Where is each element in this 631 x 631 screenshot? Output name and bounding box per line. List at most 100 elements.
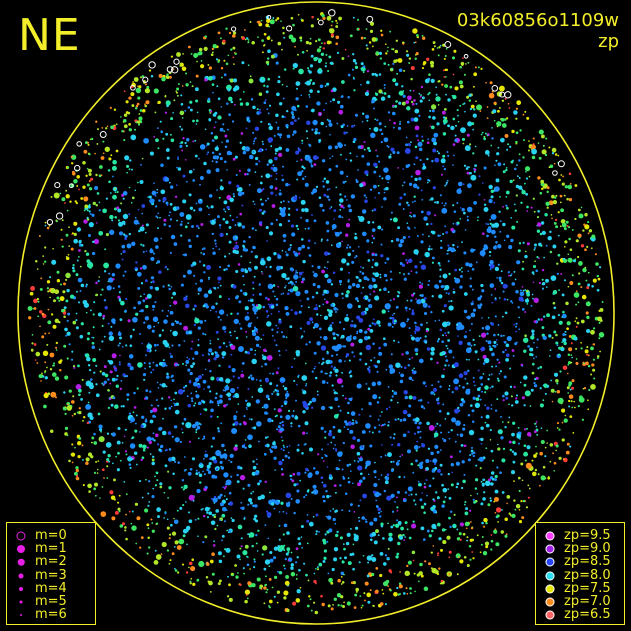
star-marker bbox=[140, 243, 143, 246]
star-marker bbox=[252, 490, 255, 493]
star-marker bbox=[209, 370, 212, 373]
star-marker bbox=[107, 280, 110, 283]
star-marker bbox=[499, 230, 502, 233]
star-marker bbox=[502, 222, 506, 227]
star-marker bbox=[129, 344, 133, 347]
star-marker bbox=[338, 359, 342, 363]
star-marker bbox=[333, 484, 337, 487]
star-marker bbox=[183, 325, 189, 331]
star-marker bbox=[332, 271, 336, 274]
star-marker bbox=[116, 468, 120, 472]
star-marker bbox=[436, 573, 440, 576]
star-marker bbox=[375, 98, 378, 101]
star-marker bbox=[508, 245, 513, 250]
star-marker bbox=[193, 209, 196, 212]
star-marker bbox=[469, 277, 472, 280]
star-marker bbox=[264, 524, 267, 527]
star-marker bbox=[397, 341, 400, 344]
star-marker bbox=[553, 306, 557, 310]
star-marker bbox=[75, 326, 79, 330]
star-marker bbox=[339, 153, 342, 156]
star-marker bbox=[374, 196, 377, 199]
star-marker bbox=[218, 345, 222, 349]
star-marker bbox=[194, 402, 197, 405]
star-marker bbox=[575, 325, 578, 328]
star-marker bbox=[511, 302, 514, 304]
star-marker bbox=[466, 165, 469, 168]
star-marker bbox=[365, 520, 368, 524]
star-marker bbox=[349, 397, 353, 402]
star-marker bbox=[99, 497, 101, 499]
star-marker bbox=[244, 446, 247, 450]
star-marker bbox=[172, 472, 175, 476]
star-marker bbox=[146, 446, 149, 449]
star-marker bbox=[371, 322, 374, 325]
star-marker bbox=[333, 306, 337, 311]
star-marker bbox=[533, 381, 536, 385]
star-marker bbox=[267, 49, 271, 54]
star-marker bbox=[200, 223, 204, 226]
star-marker bbox=[220, 422, 223, 425]
star-marker bbox=[514, 400, 519, 404]
star-marker bbox=[513, 452, 517, 456]
star-marker bbox=[278, 320, 282, 324]
star-marker bbox=[267, 303, 270, 306]
star-marker bbox=[145, 389, 149, 392]
star-marker bbox=[237, 263, 241, 266]
star-marker bbox=[204, 408, 208, 412]
star-marker bbox=[309, 89, 313, 93]
star-marker bbox=[347, 244, 349, 246]
star-marker bbox=[300, 199, 306, 205]
star-marker bbox=[146, 348, 150, 353]
star-marker bbox=[422, 62, 426, 66]
star-marker bbox=[212, 247, 215, 250]
star-marker bbox=[318, 305, 321, 308]
star-marker bbox=[67, 312, 71, 316]
star-marker bbox=[515, 325, 518, 328]
star-marker bbox=[477, 394, 481, 398]
star-marker bbox=[316, 101, 321, 106]
star-marker bbox=[195, 282, 197, 285]
star-marker bbox=[402, 252, 405, 256]
star-marker bbox=[91, 341, 95, 345]
star-marker bbox=[369, 188, 373, 192]
star-marker bbox=[139, 180, 144, 184]
star-marker bbox=[239, 98, 242, 101]
star-marker bbox=[285, 349, 288, 352]
star-marker bbox=[409, 211, 412, 214]
star-marker bbox=[235, 173, 238, 177]
star-marker bbox=[272, 372, 275, 375]
star-marker bbox=[246, 312, 249, 314]
star-marker bbox=[452, 222, 455, 225]
star-marker bbox=[195, 202, 198, 205]
star-marker bbox=[92, 240, 95, 244]
star-marker bbox=[247, 299, 250, 302]
star-marker bbox=[496, 121, 502, 127]
star-marker bbox=[449, 85, 453, 89]
star-marker bbox=[157, 127, 159, 129]
star-marker bbox=[443, 204, 446, 207]
star-marker bbox=[531, 333, 535, 336]
star-marker bbox=[397, 443, 401, 447]
star-marker bbox=[165, 148, 170, 152]
star-marker bbox=[89, 415, 94, 421]
star-marker bbox=[280, 405, 284, 408]
star-marker bbox=[555, 444, 559, 448]
star-marker bbox=[414, 321, 417, 325]
star-marker bbox=[280, 436, 283, 438]
star-marker bbox=[204, 128, 207, 131]
star-marker bbox=[290, 309, 293, 312]
star-marker bbox=[427, 447, 431, 450]
star-marker bbox=[569, 388, 572, 391]
star-marker bbox=[483, 517, 488, 523]
star-marker bbox=[76, 290, 78, 293]
star-marker bbox=[355, 255, 358, 258]
star-marker bbox=[550, 379, 553, 382]
star-marker bbox=[352, 567, 355, 571]
star-marker bbox=[444, 225, 447, 228]
star-marker bbox=[502, 399, 505, 402]
star-marker bbox=[232, 284, 237, 289]
star-marker bbox=[208, 276, 211, 279]
star-marker bbox=[182, 53, 184, 55]
star-marker bbox=[119, 231, 123, 236]
